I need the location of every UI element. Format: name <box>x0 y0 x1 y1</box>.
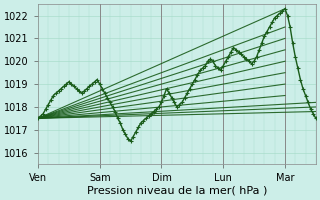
X-axis label: Pression niveau de la mer( hPa ): Pression niveau de la mer( hPa ) <box>87 186 267 196</box>
